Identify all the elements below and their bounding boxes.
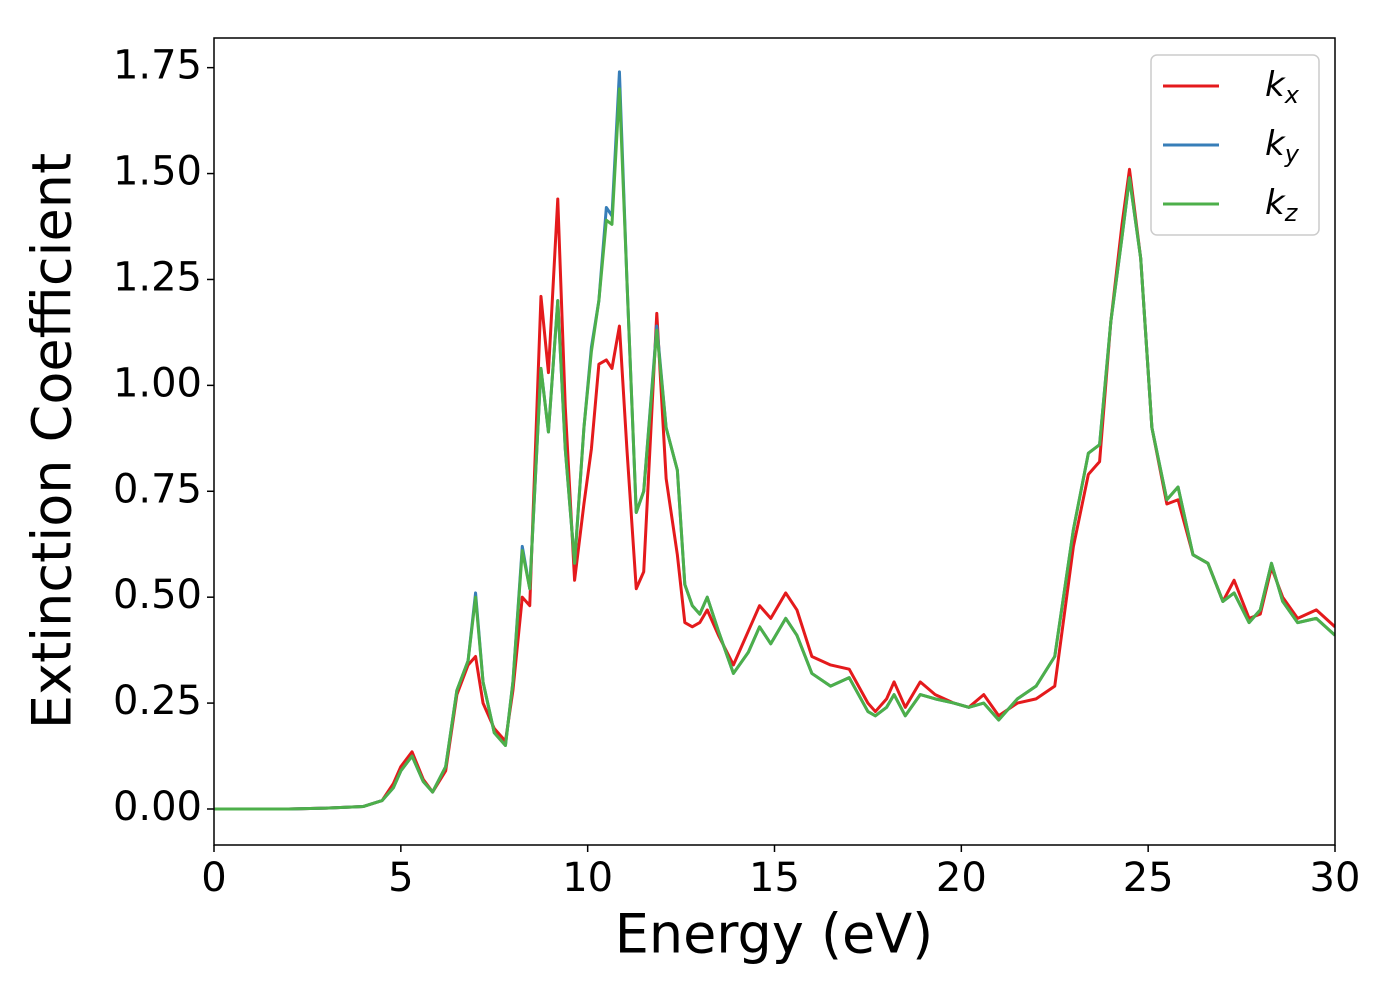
y-tick-label: 1.00 <box>113 360 202 406</box>
y-tick-label: 1.50 <box>113 149 202 195</box>
x-tick-label: 10 <box>562 855 613 901</box>
x-tick-label: 15 <box>749 855 800 901</box>
y-tick-label: 0.75 <box>113 466 202 512</box>
x-tick-label: 30 <box>1310 855 1361 901</box>
legend-label: kx <box>1265 65 1300 110</box>
x-tick-label: 5 <box>388 855 413 901</box>
legend-label: ky <box>1265 124 1300 169</box>
legend-box <box>1150 54 1320 236</box>
x-tick-label: 25 <box>1123 855 1174 901</box>
y-tick-label: 1.25 <box>113 254 202 300</box>
x-tick-label: 20 <box>936 855 987 901</box>
y-tick-label: 1.75 <box>113 43 202 89</box>
legend-label: kz <box>1265 183 1299 228</box>
plot-frame <box>213 37 1336 846</box>
x-tick-label: 0 <box>201 855 226 901</box>
series-line <box>214 87 1335 811</box>
y-tick-label: 0.25 <box>113 678 202 724</box>
y-tick-label: 0.50 <box>113 572 202 618</box>
y-tick-label: 0.00 <box>113 784 202 830</box>
series-line <box>214 167 1335 811</box>
x-axis-label: Energy (eV) <box>615 903 934 966</box>
y-axis-label: Extinction Coefficient <box>21 153 84 729</box>
